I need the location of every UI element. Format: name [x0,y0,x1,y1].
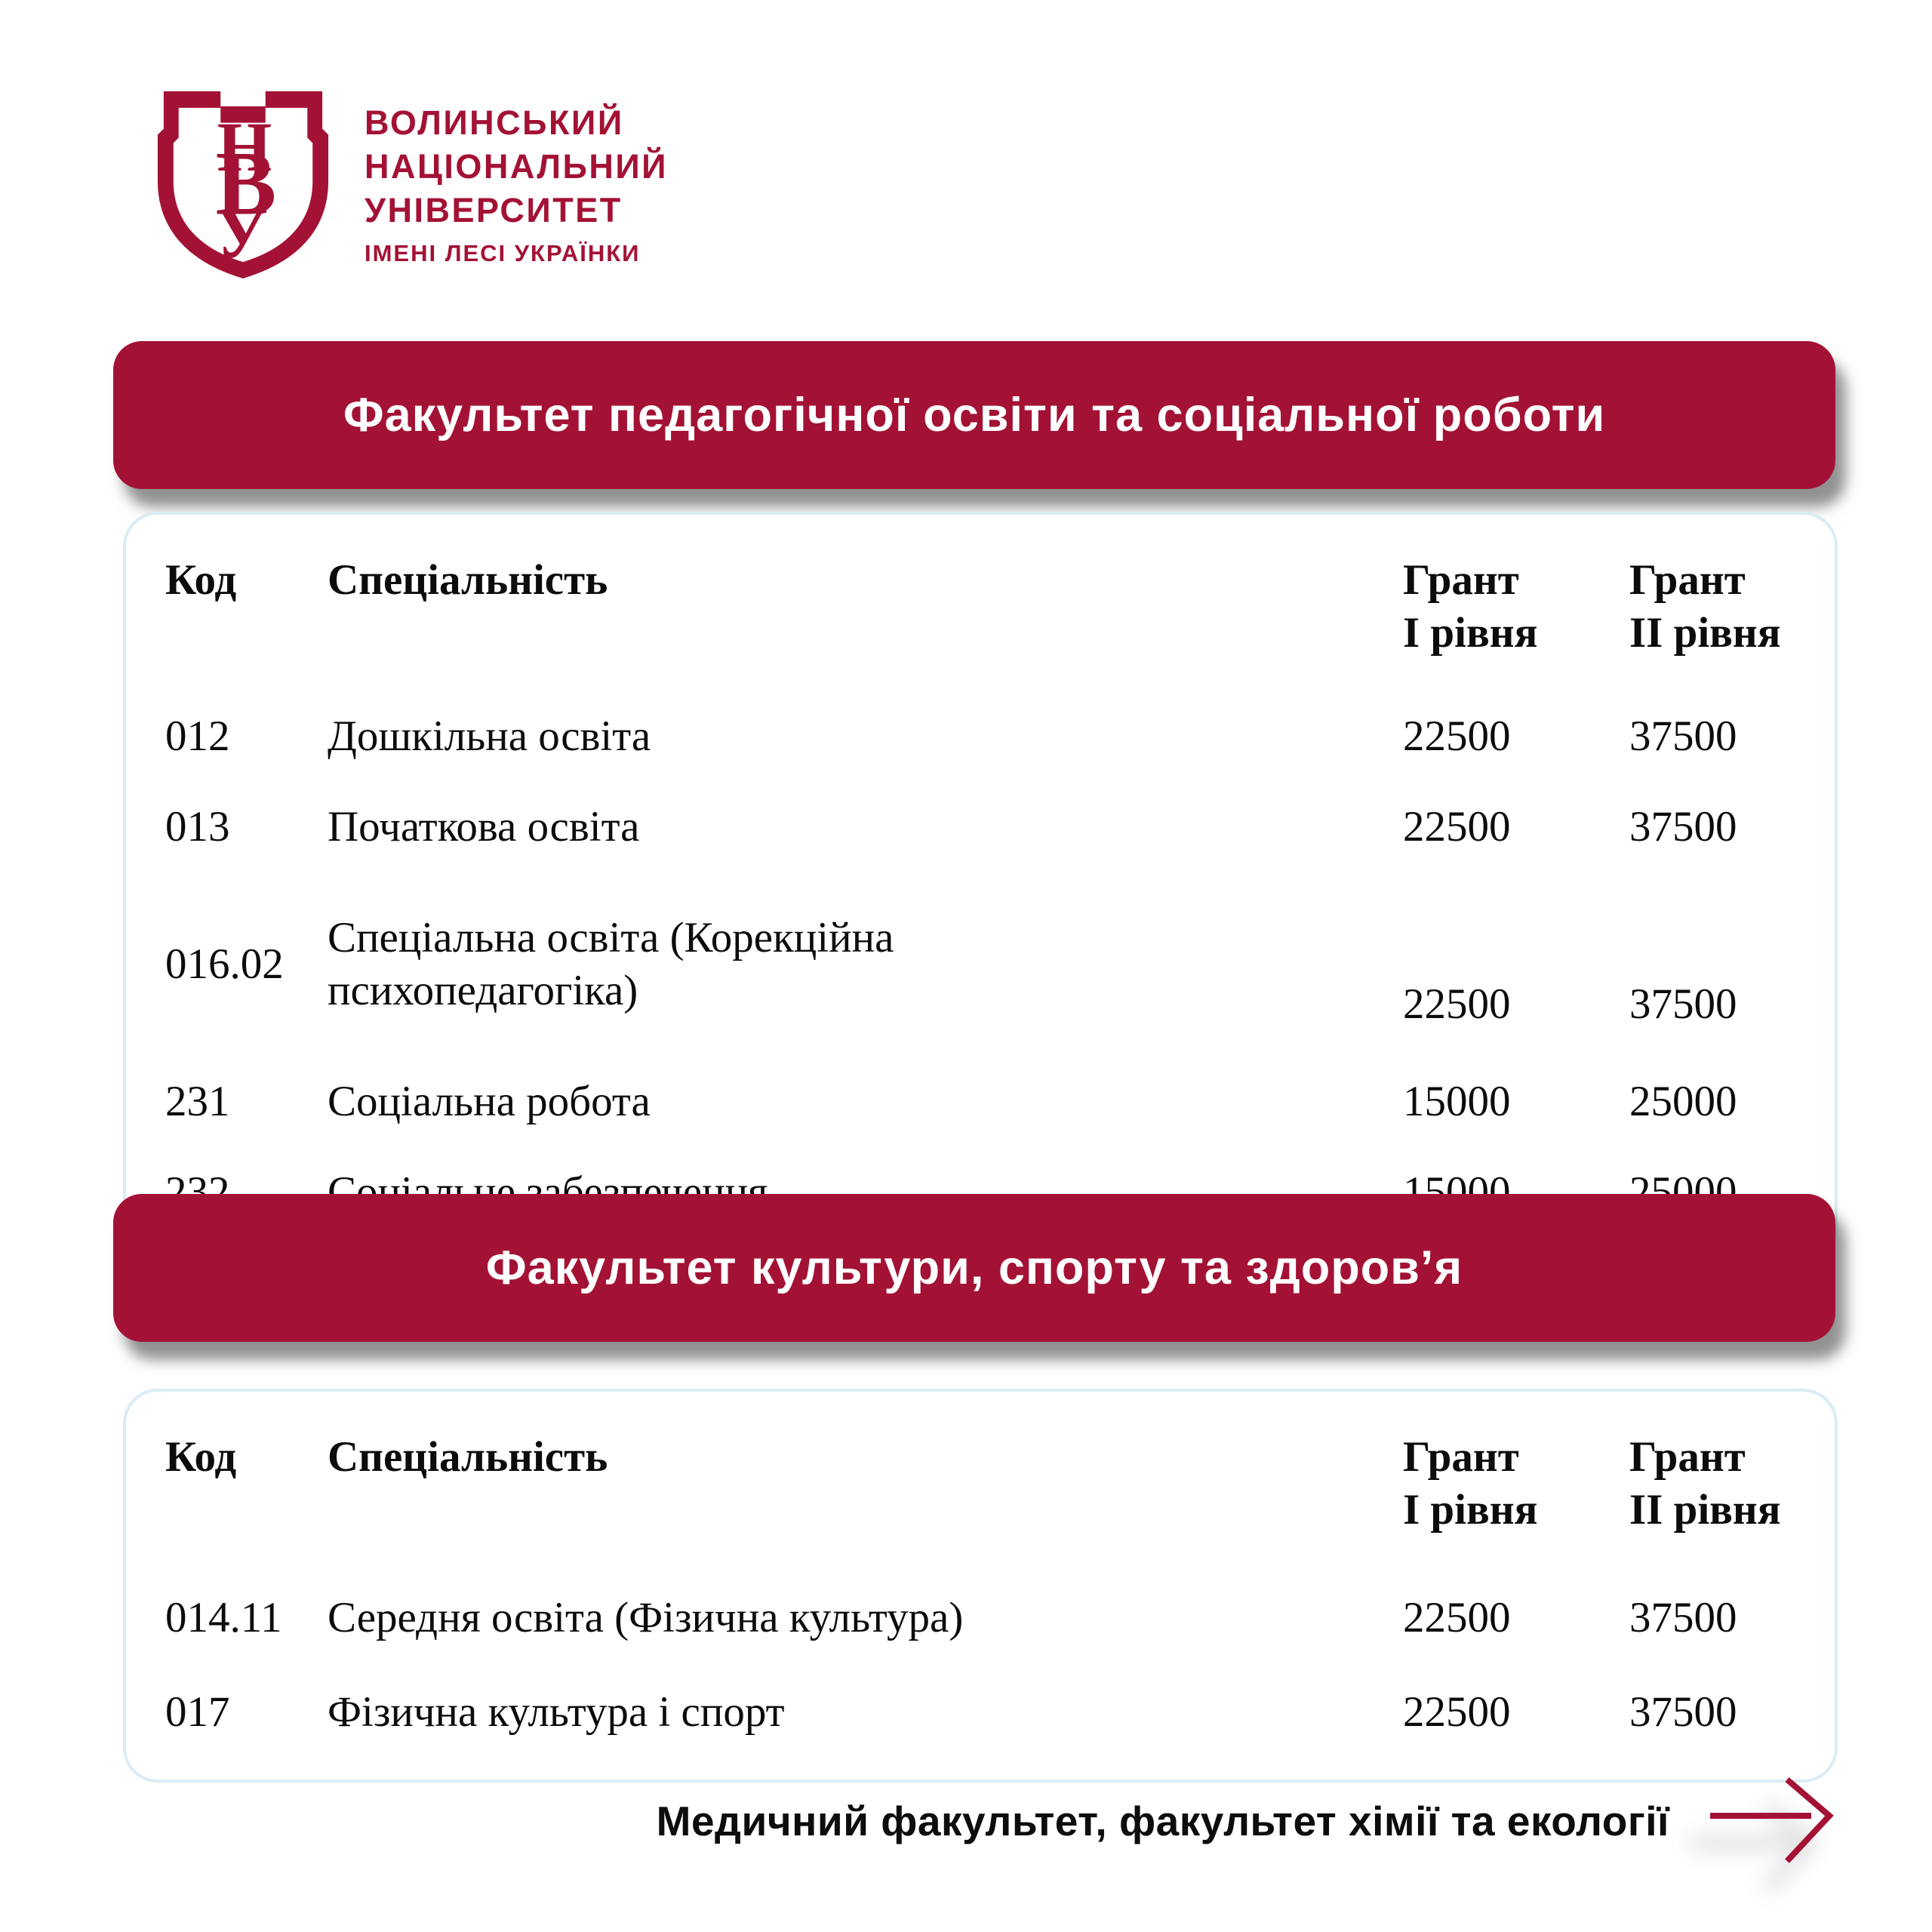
table-row: 014.11 Середня освіта (Фізична культура)… [165,1568,1804,1668]
crest-monogram-letter: У [215,193,268,273]
footer-next-label: Медичний факультет, факультет хімії та е… [656,1798,1669,1844]
row-grant-level-2: 37500 [1629,980,1737,1028]
footer-next-faculties: Медичний факультет, факультет хімії та е… [0,1775,1857,1867]
arrow-right-icon[interactable] [1706,1775,1857,1867]
crest-monogram-letter: В [216,134,277,235]
crest-monogram-letter: Н [217,109,272,186]
university-name-line: ВОЛИНСЬКИЙ [365,103,624,142]
university-crest-icon: Н В У [157,91,329,278]
header-grant-level-1: Грант І рівня [1403,556,1538,657]
row-specialty: Дошкільна освіта [328,712,651,760]
row-code: 013 [165,803,230,851]
row-code: 012 [165,712,230,760]
table-row: 013 Початкова освіта 22500 37500 [165,782,1804,872]
table-row: 012 Дошкільна освіта 22500 37500 [165,691,1804,782]
header-grant-level-2: Грант ІІ рівня [1629,556,1781,657]
row-grant-level-1: 22500 [1403,803,1511,851]
faculty-banner-title: Факультет педагогічної освіти та соціаль… [343,389,1606,441]
row-specialty: Середня освіта (Фізична культура) [328,1594,964,1641]
row-grant-level-1: 22500 [1403,712,1511,760]
grants-table-pedagogical: Код Спеціальність Грант І рівня Грант ІІ р… [123,512,1838,1263]
university-name-line: УНІВЕРСИТЕТ [365,191,623,229]
brand-header: Н В У ВОЛИНСЬКИЙ НАЦІОНАЛЬНИЙ УНІВЕРСИТЕ… [153,85,668,282]
row-grant-level-2: 37500 [1629,1688,1737,1736]
row-grant-level-1: 22500 [1403,980,1511,1028]
row-grant-level-2: 37500 [1629,712,1737,760]
university-name-line: НАЦІОНАЛЬНИЙ [365,147,669,186]
row-code: 231 [165,1078,230,1125]
table-header-row: Код Спеціальність Грант І рівня Грант ІІ р… [165,1425,1804,1568]
header-code: Код [165,1433,237,1481]
header-code: Код [165,556,237,604]
row-code: 014.11 [165,1594,282,1641]
row-grant-level-1: 15000 [1403,1078,1511,1125]
row-specialty: Спеціальна освіта (Корекційна психопедаг… [328,914,894,1014]
grants-table-culture-sport: Код Спеціальність Грант І рівня Грант ІІ р… [123,1389,1838,1783]
table-row: 231 Соціальна робота 15000 25000 [165,1057,1804,1147]
row-grant-level-1: 22500 [1403,1594,1511,1641]
university-name-subline: ІМЕНІ ЛЕСІ УКРАЇНКИ [365,240,641,266]
row-code: 016.02 [165,940,284,988]
table-header-row: Код Спеціальність Грант І рівня Грант ІІ р… [165,548,1804,691]
row-specialty: Фізична культура і спорт [328,1688,785,1736]
row-specialty: Початкова освіта [328,803,640,851]
row-grant-level-2: 25000 [1629,1078,1737,1125]
header-specialty: Спеціальність [328,556,608,604]
header-grant-level-1: Грант І рівня [1403,1433,1538,1534]
table-row: 016.02 Спеціальна освіта (Корекційна пси… [165,872,1804,1057]
faculty-banner-culture-sport: Факультет культури, спорту та здоров’я [113,1194,1835,1342]
row-grant-level-1: 22500 [1403,1688,1511,1736]
row-specialty: Соціальна робота [328,1078,651,1125]
header-specialty: Спеціальність [328,1433,608,1481]
faculty-banner-title: Факультет культури, спорту та здоров’я [485,1241,1463,1294]
row-grant-level-2: 37500 [1629,1594,1737,1641]
header-grant-level-2: Грант ІІ рівня [1629,1433,1781,1534]
table-row: 017 Фізична культура і спорт 22500 37500 [165,1668,1804,1757]
row-code: 017 [165,1688,230,1736]
university-name: ВОЛИНСЬКИЙ НАЦІОНАЛЬНИЙ УНІВЕРСИТЕТ ІМЕН… [365,85,668,273]
faculty-banner-pedagogical: Факультет педагогічної освіти та соціаль… [113,341,1835,489]
row-grant-level-2: 37500 [1629,803,1737,851]
